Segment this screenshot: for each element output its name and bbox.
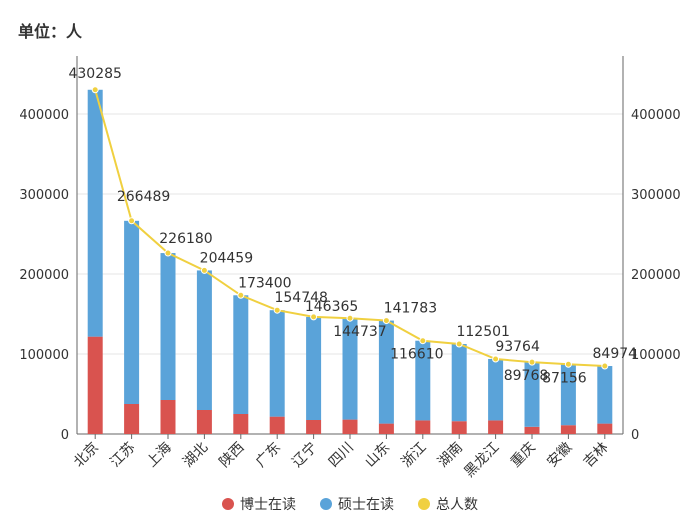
total-point (455, 340, 463, 348)
x-tick-label: 浙江 (399, 440, 430, 471)
y-tick-right: 200000 (631, 268, 681, 283)
bar-master (560, 364, 576, 426)
legend-marker-icon (418, 498, 430, 510)
bar-master (124, 220, 140, 404)
legend-item[interactable]: 总人数 (418, 494, 478, 514)
bar-phd (378, 423, 394, 434)
bar-phd (124, 404, 140, 434)
bar-phd (560, 425, 576, 434)
legend-label: 博士在读 (240, 497, 296, 513)
bar-phd (87, 336, 103, 434)
bar-phd (342, 419, 358, 434)
y-tick-left: 300000 (19, 188, 69, 203)
total-point (492, 355, 500, 363)
legend: 博士在读 硕士在读 总人数 (0, 494, 700, 514)
x-tick-label: 辽宁 (289, 439, 321, 471)
total-point (382, 317, 390, 325)
total-data-label: 204459 (200, 250, 253, 266)
total-data-label: 93764 (495, 339, 540, 355)
bar-master (597, 366, 613, 424)
bar-phd (306, 420, 322, 434)
total-data-label: 226180 (159, 231, 212, 247)
total-point (346, 314, 354, 322)
x-tick-label: 江苏 (107, 440, 138, 471)
x-tick-label: 安徽 (544, 440, 575, 471)
total-data-label: 173400 (238, 275, 291, 291)
bar-master (87, 89, 103, 337)
y-tick-right: 100000 (631, 348, 681, 363)
y-tick-right: 300000 (631, 188, 681, 203)
total-data-label: 154748 (274, 290, 327, 306)
bar-master (269, 310, 285, 417)
x-tick-label: 山东 (362, 440, 393, 471)
legend-label: 硕士在读 (338, 497, 394, 513)
x-tick-label: 陕西 (217, 440, 248, 471)
bar-phd (196, 410, 212, 434)
y-tick-left: 0 (61, 428, 69, 443)
x-tick-label: 吉林 (581, 440, 612, 471)
bar-phd (488, 420, 504, 434)
total-data-label: 141783 (384, 301, 437, 317)
bar-master (488, 358, 504, 421)
total-point (310, 313, 318, 321)
total-data-label: 89768 (504, 368, 549, 384)
total-point (128, 217, 136, 225)
total-data-label: 116610 (390, 347, 443, 363)
total-data-label: 144737 (333, 324, 386, 340)
legend-item[interactable]: 博士在读 (222, 494, 296, 514)
bar-master (342, 318, 358, 420)
total-data-label: 430285 (68, 66, 121, 82)
total-point (91, 86, 99, 94)
total-data-label: 146365 (305, 299, 358, 315)
legend-item[interactable]: 硕士在读 (320, 494, 394, 514)
y-tick-right: 400000 (631, 108, 681, 123)
total-point (237, 291, 245, 299)
bar-phd (597, 423, 613, 434)
total-data-label: 112501 (456, 324, 509, 340)
bar-phd (524, 426, 540, 434)
x-tick-label: 湖北 (180, 440, 211, 471)
bar-master (524, 362, 540, 427)
bar-master (378, 320, 394, 424)
legend-marker-icon (320, 498, 332, 510)
bar-phd (160, 400, 176, 434)
total-data-label: 84974 (593, 346, 638, 362)
bar-master (306, 316, 322, 420)
y-tick-left: 200000 (19, 268, 69, 283)
total-point (564, 360, 572, 368)
legend-marker-icon (222, 498, 234, 510)
x-tick-label: 北京 (71, 440, 102, 471)
bar-master (415, 340, 431, 421)
bar-phd (269, 416, 285, 434)
x-tick-label: 重庆 (508, 440, 539, 471)
x-tick-label: 湖南 (435, 440, 466, 471)
y-tick-left: 400000 (19, 108, 69, 123)
y-tick-right: 0 (631, 428, 639, 443)
legend-label: 总人数 (436, 497, 478, 513)
total-point (419, 337, 427, 345)
total-point (273, 306, 281, 314)
x-tick-label: 黑龙江 (461, 440, 502, 481)
x-tick-label: 四川 (326, 440, 357, 471)
bar-master (451, 343, 467, 422)
x-tick-label: 广东 (253, 440, 284, 471)
total-point (200, 266, 208, 274)
bar-master (196, 270, 212, 410)
total-point (164, 249, 172, 257)
total-point (528, 358, 536, 366)
total-data-label: 266489 (117, 189, 170, 205)
bar-master (233, 295, 249, 414)
bar-phd (415, 420, 431, 434)
bar-phd (233, 414, 249, 434)
bar-master (160, 253, 176, 400)
y-tick-left: 100000 (19, 348, 69, 363)
total-point (601, 362, 609, 370)
bar-phd (451, 421, 467, 434)
x-tick-label: 上海 (144, 440, 175, 471)
unit-label: 单位：人 (18, 22, 83, 41)
total-data-label: 87156 (542, 370, 587, 386)
